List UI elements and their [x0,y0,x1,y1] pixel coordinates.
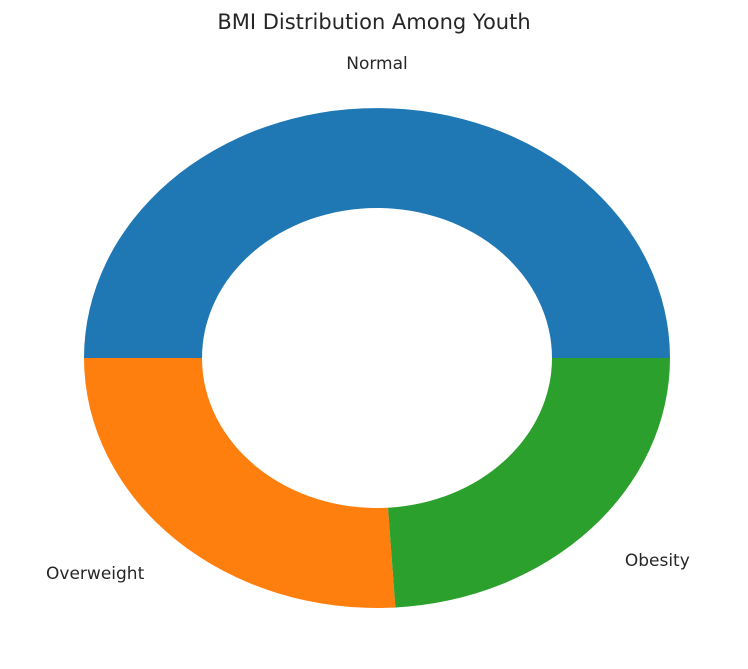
slice-label-overweight: Overweight [46,564,145,584]
slice-label-normal: Normal [346,54,408,74]
slice-overweight [84,358,396,608]
slice-label-obesity: Obesity [625,551,690,571]
slice-obesity [387,358,670,608]
chart-title: BMI Distribution Among Youth [217,10,531,34]
slice-normal [84,108,670,358]
